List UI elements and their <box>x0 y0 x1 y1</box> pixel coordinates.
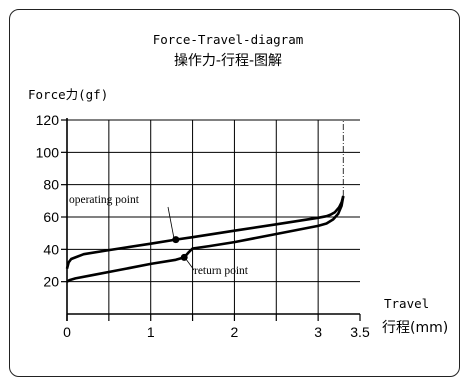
y-tick-label: 40 <box>43 241 59 257</box>
tick-labels: 20 40 60 80 100 120 0 1 2 3 3.5 <box>36 112 370 340</box>
x-tick-label: 1 <box>147 324 155 340</box>
return-point-leader <box>185 259 195 271</box>
chart-title: Force-Travel-diagram <box>153 32 304 47</box>
operating-point-label: operating point <box>69 194 140 206</box>
axes <box>61 118 361 321</box>
x-tick-label: 2 <box>231 324 239 340</box>
x-tick-label: 3 <box>314 324 322 340</box>
x-tick-label: 3.5 <box>350 324 370 340</box>
series-line-operating <box>65 195 345 270</box>
operating-point-leader <box>167 206 175 238</box>
y-axis-label: Force力(gf) <box>28 87 108 102</box>
return-point-label: return point <box>194 265 249 277</box>
y-tick-label: 60 <box>43 209 59 225</box>
x-tick-label: 0 <box>63 324 71 340</box>
series-lines <box>65 120 345 283</box>
data-points: operating point return point <box>69 194 249 277</box>
y-tick-label: 100 <box>36 144 60 160</box>
x-axis-label-cn: 行程(mm) <box>382 320 448 336</box>
y-tick-label: 120 <box>36 112 60 128</box>
chart-frame <box>9 9 460 377</box>
x-axis-label: Travel <box>384 296 429 311</box>
y-tick-label: 80 <box>43 177 59 193</box>
operating-point-marker <box>172 236 180 244</box>
chart-subtitle: 操作力-行程-图解 <box>174 53 282 69</box>
y-tick-label: 20 <box>43 274 59 290</box>
series-line-return <box>66 195 345 283</box>
return-point-marker <box>180 253 188 261</box>
